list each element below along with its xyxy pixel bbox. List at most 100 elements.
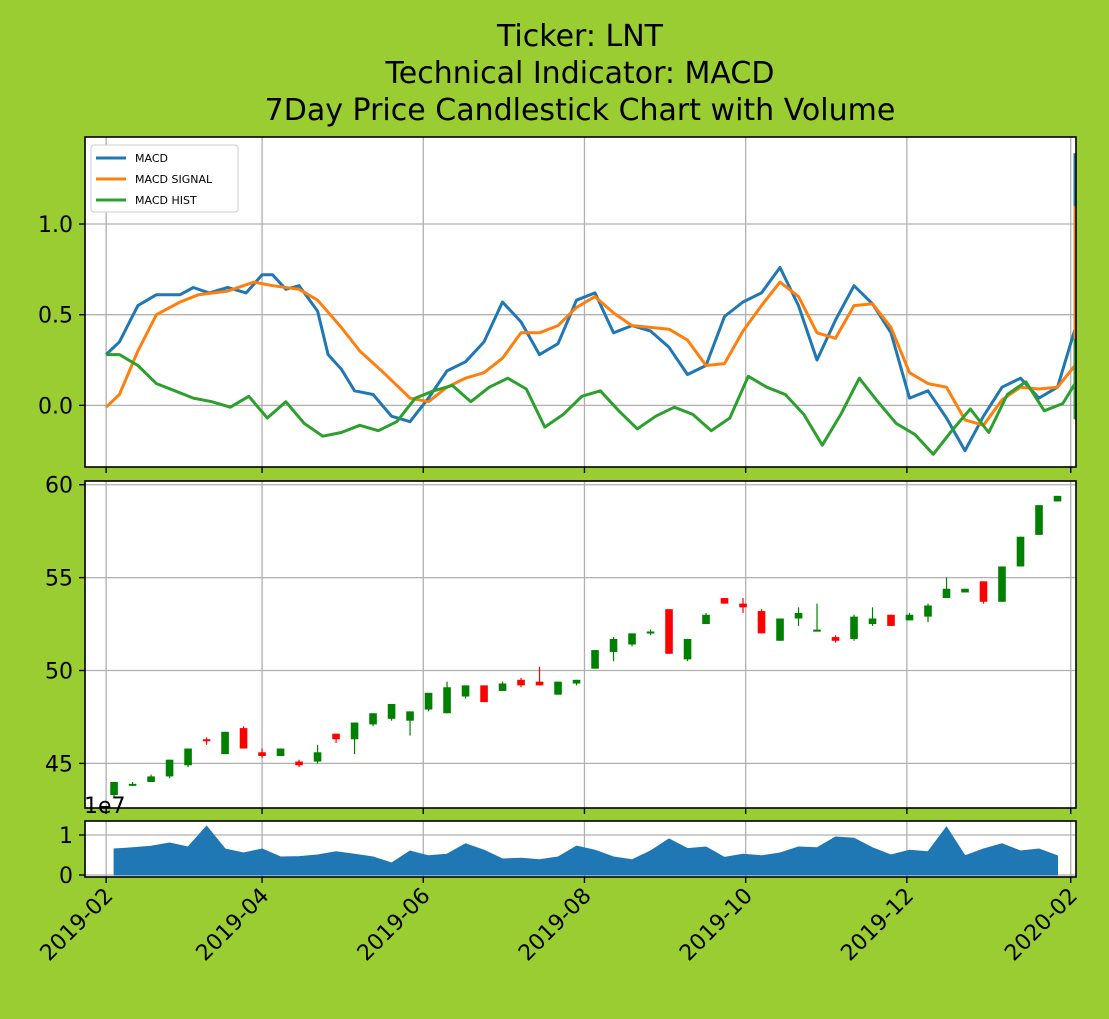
macd-legend: MACD MACD SIGNAL MACD HIST xyxy=(90,144,239,213)
legend-label-0: MACD xyxy=(135,152,168,165)
candle-49 xyxy=(1016,536,1025,567)
candle-32 xyxy=(702,612,710,625)
candle-33 xyxy=(720,598,729,604)
candle-body-32 xyxy=(702,614,710,625)
candle-body-16 xyxy=(406,711,414,721)
price-ytick-label-2: 55 xyxy=(45,567,73,592)
candle-17 xyxy=(424,692,433,712)
candle-46 xyxy=(961,588,969,593)
candle-29 xyxy=(646,629,655,636)
candle-body-15 xyxy=(387,703,396,719)
candle-25 xyxy=(572,679,581,686)
candle-5 xyxy=(202,737,211,745)
candle-body-11 xyxy=(313,752,322,762)
candle-23 xyxy=(535,666,544,686)
candle-body-33 xyxy=(720,598,729,604)
candle-8 xyxy=(258,748,266,758)
candle-42 xyxy=(887,614,895,626)
candle-21 xyxy=(498,681,507,691)
candle-1 xyxy=(128,781,137,786)
candle-body-10 xyxy=(295,761,303,766)
candle-40 xyxy=(850,614,858,641)
candle-11 xyxy=(313,744,322,764)
candle-body-7 xyxy=(239,728,248,749)
candle-4 xyxy=(184,748,192,768)
candle-16 xyxy=(406,711,414,736)
macd-panel: 0.0 0.5 1.0 MACD MACD SIGNAL MACD HIST xyxy=(38,136,1077,473)
candle-36 xyxy=(776,618,784,641)
candle-26 xyxy=(591,650,599,669)
candle-body-49 xyxy=(1016,536,1025,567)
candle-body-37 xyxy=(794,612,803,619)
title-line-chart: 7Day Price Candlestick Chart with Volume xyxy=(265,93,896,128)
candle-body-51 xyxy=(1053,495,1062,502)
candle-39 xyxy=(831,635,840,643)
candle-43 xyxy=(905,612,914,621)
legend-label-1: MACD SIGNAL xyxy=(135,173,213,186)
candle-body-9 xyxy=(276,748,285,756)
candle-body-19 xyxy=(461,685,470,697)
candle-body-41 xyxy=(868,618,877,625)
candle-44 xyxy=(924,603,932,623)
candle-body-40 xyxy=(850,616,858,639)
volume-ytick-label-0: 0 xyxy=(59,864,73,889)
candle-body-45 xyxy=(942,588,951,599)
candle-body-26 xyxy=(591,650,599,669)
candle-body-13 xyxy=(350,722,359,740)
candle-7 xyxy=(239,726,248,749)
title-line-indicator: Technical Indicator: MACD xyxy=(385,56,775,91)
candle-45 xyxy=(942,577,951,599)
candle-body-24 xyxy=(554,681,562,695)
legend-box xyxy=(90,144,239,213)
volume-panel: 01 xyxy=(59,820,1077,889)
candle-47 xyxy=(979,581,988,604)
candle-13 xyxy=(350,722,359,755)
candle-body-36 xyxy=(776,618,784,641)
candle-body-29 xyxy=(646,631,655,634)
candle-body-2 xyxy=(147,776,155,782)
candle-body-46 xyxy=(961,588,969,593)
candle-body-17 xyxy=(424,692,433,710)
candle-9 xyxy=(276,748,285,756)
price-panel: 45 50 55 60 xyxy=(45,474,1077,814)
candle-body-50 xyxy=(1035,505,1043,535)
candle-14 xyxy=(369,713,377,727)
candle-body-35 xyxy=(757,611,766,634)
candle-15 xyxy=(387,703,396,721)
candle-30 xyxy=(665,609,673,654)
candle-body-28 xyxy=(628,633,636,645)
candle-body-0 xyxy=(110,781,118,795)
candle-41 xyxy=(868,607,877,626)
price-ytick-label-3: 60 xyxy=(45,474,73,499)
volume-ytick-label-1: 1 xyxy=(59,824,73,849)
volume-area xyxy=(113,825,1058,876)
candle-body-27 xyxy=(609,638,618,652)
price-ytick-label-1: 50 xyxy=(45,660,73,685)
candle-body-1 xyxy=(128,783,137,786)
candle-body-22 xyxy=(517,679,525,686)
macd-plot-area xyxy=(85,137,1076,467)
candle-body-20 xyxy=(480,685,488,703)
candle-3 xyxy=(165,759,174,779)
macd-series-line-1 xyxy=(105,205,1077,427)
candle-body-34 xyxy=(739,603,747,608)
candle-28 xyxy=(628,633,636,647)
candle-body-42 xyxy=(887,614,895,626)
candle-12 xyxy=(332,733,340,743)
candle-22 xyxy=(517,677,525,688)
candle-19 xyxy=(461,685,470,699)
candle-37 xyxy=(794,607,803,626)
candle-35 xyxy=(757,609,766,634)
macd-series-line-2 xyxy=(106,338,1077,456)
volume-frame xyxy=(84,820,1077,878)
candle-48 xyxy=(998,566,1006,602)
candle-38 xyxy=(813,603,821,632)
macd-ytick-label-0: 0.0 xyxy=(38,394,73,419)
candle-body-8 xyxy=(258,752,266,756)
candle-body-43 xyxy=(905,614,914,621)
candle-body-12 xyxy=(332,733,340,740)
candle-2 xyxy=(147,774,155,782)
candle-body-3 xyxy=(165,759,174,777)
candle-body-31 xyxy=(683,638,692,660)
